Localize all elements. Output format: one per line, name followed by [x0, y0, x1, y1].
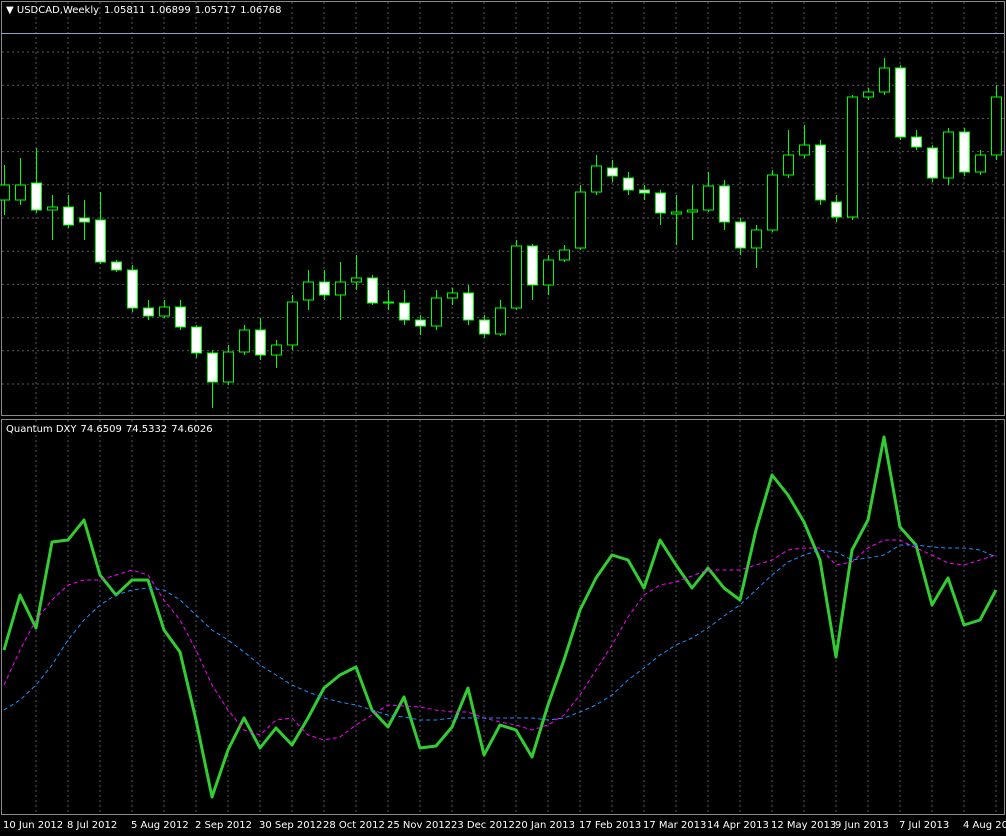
- candle-body: [911, 136, 922, 148]
- x-tick-label: 30 Sep 2012: [259, 820, 322, 831]
- indicator-line: [2, 435, 998, 799]
- main-panel-frame: [1, 1, 1005, 416]
- x-tick-label: 10 Jun 2012: [3, 820, 63, 831]
- x-tick-label: 23 Dec 2012: [451, 820, 515, 831]
- candle-body: [879, 67, 890, 93]
- candle-body: [239, 329, 250, 353]
- candle-body: [511, 245, 522, 309]
- header-value: 74.6026: [171, 424, 212, 435]
- candle-body: [975, 154, 986, 173]
- candle-body: [223, 351, 234, 383]
- candle-body: [735, 221, 746, 249]
- candle-body: [31, 182, 42, 211]
- x-tick-label: 5 Aug 2012: [131, 820, 189, 831]
- candle-body: [63, 206, 74, 226]
- candle-body: [367, 277, 378, 304]
- x-tick-label: 14 Apr 2013: [707, 820, 769, 831]
- candle-body: [143, 307, 154, 317]
- candle-body: [479, 319, 490, 335]
- candle-body: [431, 297, 442, 327]
- x-tick-label: 12 May 2013: [771, 820, 836, 831]
- candle-body: [575, 191, 586, 249]
- x-tick-label: 7 Jul 2013: [899, 820, 949, 831]
- menu-arrow: ▼: [6, 5, 17, 16]
- candle-body: [207, 352, 218, 383]
- candle-body: [831, 201, 842, 218]
- candle-body: [319, 281, 330, 296]
- candle-body: [415, 319, 426, 327]
- candle-body: [527, 245, 538, 286]
- candle-body: [335, 281, 346, 296]
- candle-body: [751, 229, 762, 249]
- candle-body: [959, 131, 970, 173]
- candle-body: [287, 301, 298, 346]
- candle-body: [447, 292, 458, 299]
- x-tick-label: 28 Oct 2012: [323, 820, 385, 831]
- candle-body: [191, 326, 202, 354]
- x-tick-label: 9 Jun 2013: [835, 820, 889, 831]
- candle-body: [159, 306, 170, 317]
- candle-body: [815, 144, 826, 201]
- x-tick-label: 8 Jul 2012: [67, 820, 117, 831]
- header-value: 1.05811: [104, 5, 145, 16]
- x-tick-label: 20 Jan 2013: [515, 820, 575, 831]
- x-tick-label: 2 Sep 2012: [195, 820, 252, 831]
- main-header: ▼ USDCAD,Weekly 1.05811 1.06899 1.05717 1.06…: [6, 5, 281, 16]
- candle-body: [783, 154, 794, 176]
- indicator-header: Quantum DXY 74.6509 74.5332 74.6026: [6, 424, 213, 435]
- candle-body: [383, 301, 394, 304]
- candle-body: [399, 302, 410, 321]
- indicator-title: Quantum DXY: [6, 424, 77, 435]
- candle-body: [719, 185, 730, 223]
- candle-body: [255, 329, 266, 356]
- symbol-title: USDCAD,Weekly: [17, 5, 99, 16]
- x-tick-label: 17 Feb 2013: [579, 820, 641, 831]
- candle-body: [943, 131, 954, 179]
- candle-body: [623, 177, 634, 191]
- candle-body: [543, 259, 554, 286]
- x-tick-label: 17 Mar 2013: [643, 820, 706, 831]
- header-value: 1.06768: [240, 5, 281, 16]
- candle-body: [607, 167, 618, 177]
- candle-body: [463, 292, 474, 321]
- candle-body: [767, 174, 778, 231]
- candle-body: [79, 217, 90, 223]
- x-tick-label: 25 Nov 2012: [387, 820, 451, 831]
- candle-body: [111, 261, 122, 271]
- candle-body: [639, 189, 650, 194]
- header-value: 74.5332: [126, 424, 167, 435]
- candle-body: [895, 67, 906, 138]
- candle-body: [495, 307, 506, 335]
- candle-body: [127, 269, 138, 309]
- header-value: 1.06899: [149, 5, 190, 16]
- candle-body: [559, 249, 570, 261]
- candle-body: [655, 192, 666, 214]
- indicator-line: [3, 544, 997, 721]
- candle-body: [0, 184, 10, 201]
- candle-body: [847, 96, 858, 218]
- candle-body: [591, 165, 602, 193]
- candle-body: [47, 206, 58, 211]
- candle-body: [703, 185, 714, 211]
- candle-body: [799, 144, 810, 156]
- candle-body: [927, 147, 938, 179]
- header-value: 1.05717: [195, 5, 236, 16]
- candle-body: [671, 211, 682, 215]
- candle-body: [175, 306, 186, 328]
- candle-body: [95, 219, 106, 263]
- candle-body: [991, 96, 1002, 156]
- candle-body: [687, 209, 698, 213]
- candle-body: [271, 344, 282, 356]
- indicator-panel-frame: [1, 419, 1005, 815]
- candle-body: [15, 184, 26, 201]
- candle-body: [863, 91, 874, 98]
- x-tick-label: 4 Aug 2013: [963, 820, 1006, 831]
- indicator-line: [3, 539, 997, 741]
- header-value: 74.6509: [81, 424, 122, 435]
- candle-body: [351, 277, 362, 283]
- candle-body: [303, 281, 314, 301]
